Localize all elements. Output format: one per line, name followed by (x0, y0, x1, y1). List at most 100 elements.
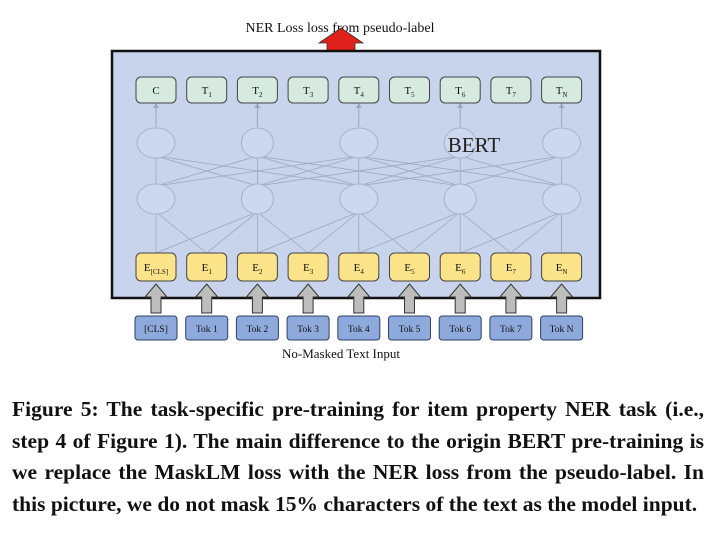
embedding-sub-2: 2 (259, 268, 263, 276)
embedding-label-1: E1 (202, 262, 213, 276)
neuron-node-1-4 (339, 183, 379, 215)
network-line-2 (155, 211, 207, 254)
embedding-sub-3: 3 (310, 268, 314, 276)
input-arrow-2 (245, 283, 270, 314)
network-nodes (136, 127, 582, 215)
embedding-sub-1: 1 (208, 268, 212, 276)
output-sub-8: N (562, 91, 567, 99)
input-arrow-8 (549, 283, 574, 314)
embedding-box-5 (389, 252, 430, 282)
network-line-6 (257, 211, 309, 254)
output-box-0 (135, 76, 177, 104)
up-arrow-head-8 (558, 103, 565, 108)
neuron-node-1-8 (542, 183, 582, 215)
loss-arrow (317, 27, 365, 52)
output-sub-7: 7 (513, 91, 517, 99)
token-box-4 (337, 315, 381, 341)
network-line-30 (257, 155, 461, 187)
network-line-13 (460, 211, 562, 254)
embedding-label-5: E5 (404, 262, 415, 276)
output-label-3: T3 (303, 85, 314, 99)
input-arrow-row (143, 283, 574, 314)
token-label-1: Tok 1 (196, 325, 218, 335)
embedding-box-0 (135, 252, 177, 282)
embedding-main-8: E (556, 262, 563, 274)
model-name: BERT (448, 133, 501, 157)
input-arrow-7 (498, 283, 523, 314)
embedding-label-4: E4 (354, 262, 365, 276)
embedding-label-6: E6 (455, 262, 466, 276)
embedding-box-3 (287, 252, 329, 282)
token-label-0: [CLS] (144, 325, 168, 335)
embedding-label-8: EN (556, 262, 568, 276)
token-label-5: Tok 5 (399, 325, 421, 335)
embedding-main-4: E (354, 262, 361, 274)
bottom-input-label: No-Masked Text Input (282, 346, 400, 361)
input-arrow-1 (194, 283, 219, 314)
network-line-26 (257, 155, 359, 187)
network-line-7 (307, 211, 360, 254)
token-label-2: Tok 2 (247, 325, 269, 335)
network-line-9 (358, 211, 461, 254)
token-box-7 (489, 315, 533, 341)
output-sub-1: 1 (208, 91, 212, 99)
output-box-5 (389, 76, 430, 104)
network-connections (155, 155, 562, 254)
embedding-main-5: E (404, 262, 411, 274)
embedding-box-2 (236, 252, 278, 282)
embedding-label-0: E[CLS] (144, 262, 168, 276)
embedding-box-7 (490, 252, 532, 282)
embedding-main-1: E (202, 262, 209, 274)
input-arrow-4 (346, 283, 371, 314)
output-main-3: T (303, 85, 310, 97)
output-sub-3: 3 (310, 91, 314, 99)
output-box-2 (236, 76, 278, 104)
embedding-box-6 (439, 252, 481, 282)
output-label-6: T6 (455, 85, 466, 99)
input-arrow-5 (397, 283, 422, 314)
token-box-5 (388, 315, 431, 341)
output-box-4 (338, 76, 380, 104)
embedding-row: E[CLS] E1 E2 E3 E4 E5 E6 E7 EN (135, 252, 583, 282)
token-label-6: Tok 6 (449, 325, 471, 335)
neuron-node-1-2 (240, 183, 274, 215)
network-line-5 (257, 211, 359, 254)
embedding-box-1 (186, 252, 228, 282)
figure-caption: Figure 5: The task-specific pre-training… (12, 397, 704, 516)
output-label-1: T1 (202, 85, 213, 99)
network-line-25 (155, 155, 359, 187)
neuron-node-0-8 (542, 127, 582, 159)
network-vertical-arrows (153, 103, 565, 127)
token-box-1 (185, 315, 229, 341)
neuron-node-0-4 (339, 127, 379, 159)
output-label-4: T4 (354, 85, 365, 99)
neuron-node-0-2 (240, 127, 274, 159)
output-box-6 (439, 76, 481, 104)
embedding-main-6: E (455, 262, 462, 274)
output-box-1 (186, 76, 228, 104)
input-arrow-3 (296, 283, 321, 314)
output-main-1: T (202, 85, 209, 97)
network-line-31 (358, 155, 461, 187)
token-label-8: Tok N (550, 325, 574, 335)
output-main-7: T (506, 85, 513, 97)
token-box-8 (540, 315, 584, 341)
network-line-10 (358, 211, 410, 254)
output-label-7: T7 (506, 85, 517, 99)
embedding-main-0: E (144, 262, 151, 274)
network-line-11 (409, 211, 461, 254)
embedding-main-3: E (303, 262, 310, 274)
neuron-node-0-0 (136, 127, 176, 159)
neuron-node-1-0 (136, 183, 176, 215)
embedding-main-2: E (252, 262, 259, 274)
output-box-3 (287, 76, 329, 104)
output-main-6: T (455, 85, 462, 97)
embedding-sub-0: [CLS] (151, 268, 169, 276)
network-line-35 (460, 155, 562, 187)
token-label-4: Tok 4 (348, 325, 370, 335)
output-main-4: T (354, 85, 361, 97)
network-line-1 (155, 211, 258, 254)
input-arrow-6 (448, 283, 473, 314)
embedding-box-4 (338, 252, 380, 282)
up-arrow-head-2 (254, 103, 261, 108)
